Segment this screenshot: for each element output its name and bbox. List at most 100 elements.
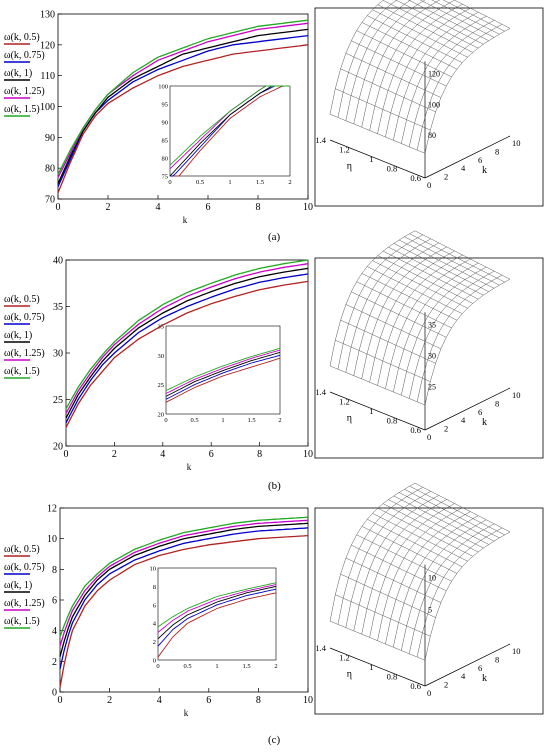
surface-mesh-line (409, 233, 505, 283)
inset-y-tick-label: 20 (158, 412, 165, 419)
surface-mesh-line (388, 246, 484, 296)
surface-mesh-line (356, 534, 452, 582)
y-tick-label: 35 (53, 302, 63, 313)
series-line-2 (57, 28, 309, 184)
surface-mesh-line (398, 239, 495, 289)
surface-eta-tick-label: 0.6 (410, 173, 421, 183)
surface-eta-tick-label: 1.2 (339, 145, 350, 155)
inset-x-tick-label: 1.5 (242, 663, 250, 670)
surface-mesh-line (453, 0, 511, 29)
surface-k-axis (424, 135, 511, 179)
inset-y-tick-label: 6 (153, 602, 157, 609)
y-tick-label: 20 (53, 442, 63, 453)
series-line-4 (59, 516, 309, 638)
surface-mesh-line (335, 339, 431, 382)
y-tick-label: 40 (53, 256, 63, 267)
x-tick-label: 8 (257, 449, 262, 460)
surface-mesh-line (377, 255, 473, 304)
surface-z-tick-label: 25 (428, 383, 436, 392)
surface-z-tick-label: 120 (428, 70, 440, 79)
series-line-4 (57, 19, 309, 175)
surface-mesh-line (407, 0, 489, 41)
x-tick-label: 10 (303, 449, 313, 460)
x-tick-label: 6 (206, 695, 211, 706)
panel-label-c: (c) (268, 734, 281, 746)
surface-mesh-line (395, 0, 484, 45)
surface-eta-tick-label: 1 (369, 662, 373, 672)
inset-series-line-0 (165, 357, 281, 403)
x-tick-label: 8 (256, 202, 261, 213)
inset-x-tick-label: 2 (278, 417, 281, 424)
surface-mesh-line (404, 489, 500, 539)
series-line-4 (65, 259, 309, 410)
surface-mesh-line (351, 291, 447, 338)
surface-eta-label: η (347, 161, 352, 172)
x-tick-label: 2 (107, 695, 112, 706)
surface-k-tick-label: 8 (495, 398, 499, 408)
surface-k-tick-label: 4 (461, 671, 466, 681)
inset-series-line-2 (165, 351, 281, 397)
inset-x-tick-label: 1 (221, 417, 224, 424)
surface-eta-tick-label: 0.8 (387, 672, 398, 682)
surface-mesh-line (340, 573, 436, 618)
surface-mesh-line (367, 266, 463, 314)
surface-mesh-line (382, 503, 479, 553)
legend-label: ω(k, 0.5) (4, 294, 40, 305)
surface-plot-c: 0 2 4 6 8 10 1.4 1.2 1 0.8 0.6 10 5 k η (314, 483, 544, 715)
surface-k-tick-label: 0 (427, 688, 431, 698)
legend-label: ω(k, 1.5) (4, 616, 40, 627)
inset-x-tick-label: 2 (288, 179, 291, 186)
legend-label: ω(k, 0.75) (4, 312, 45, 323)
surface-eta-tick-label: 0.6 (410, 425, 421, 435)
series-line-0 (59, 534, 309, 688)
surface-k-tick-label: 0 (427, 180, 431, 190)
legend-label: ω(k, 0.75) (4, 562, 45, 573)
surface-k-label: k (482, 673, 487, 684)
x-tick-label: 2 (112, 449, 117, 460)
inset-x-tick-label: 0.5 (183, 663, 191, 670)
x-tick-label: 6 (206, 202, 211, 213)
inset-series-line-4 (157, 582, 277, 628)
y-tick-label: 90 (45, 133, 55, 144)
panel-label-a: (a) (268, 231, 281, 243)
x-tick-label: 4 (157, 695, 162, 706)
surface-eta-axis (329, 139, 426, 179)
inset-series-line-2 (169, 85, 290, 177)
surface-k-tick-label: 6 (478, 663, 482, 673)
y-tick-label: 4 (52, 626, 57, 637)
surface-mesh-line (335, 594, 431, 637)
surface-mesh-line (388, 499, 484, 549)
inset-series-line-2 (157, 585, 277, 640)
x-axis-label: k (187, 462, 192, 472)
surface-k-label: k (482, 417, 487, 428)
y-tick-label: 120 (40, 40, 55, 51)
surface-mesh-line (382, 0, 479, 49)
inset-x-tick-label: 0 (168, 179, 171, 186)
inset-x-tick-label: 1 (228, 179, 231, 186)
surface-k-axis (424, 387, 511, 431)
surface-mesh-line (340, 319, 436, 364)
surface-z-tick-label: 10 (428, 573, 436, 582)
surface-mesh-line (393, 495, 489, 545)
surface-eta-tick-label: 1.4 (315, 387, 326, 397)
inset-series-line-1 (165, 354, 281, 400)
inset-x-tick-label: 0 (164, 417, 167, 424)
surface-eta-axis (329, 391, 426, 431)
inset-y-tick-label: 0 (153, 658, 156, 665)
surface-mesh-line (356, 281, 452, 329)
legend-label: ω(k, 1.5) (4, 366, 40, 377)
surface-eta-tick-label: 1.4 (315, 643, 326, 653)
inset-y-tick-label: 80 (162, 156, 169, 163)
inset-series-line-4 (165, 347, 281, 391)
surface-z-tick-label: 30 (428, 352, 436, 361)
surface-mesh-line (361, 273, 457, 321)
legend-label: ω(k, 0.75) (4, 50, 45, 61)
legend-label: ω(k, 0.5) (4, 32, 40, 43)
x-tick-label: 2 (106, 202, 111, 213)
inset-series-line-3 (157, 584, 277, 633)
inset-x-tick-label: 0.5 (190, 417, 198, 424)
surface-mesh-line (367, 15, 463, 63)
